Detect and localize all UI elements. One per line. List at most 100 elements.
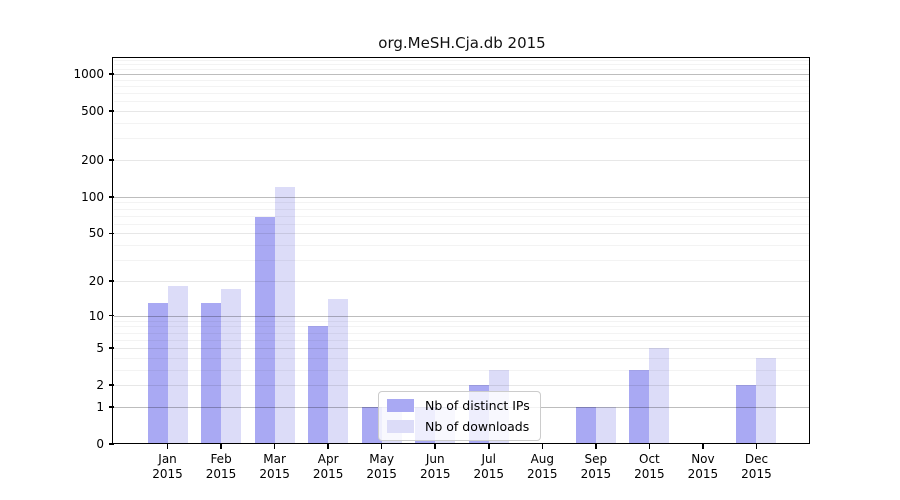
gridline-7: [114, 332, 810, 334]
bar-downloads-oct: [649, 348, 670, 444]
x-tick-month: Jun: [425, 452, 445, 466]
gridline-20: [114, 280, 810, 282]
gridline-300: [114, 138, 810, 140]
y-tick-label-1000: 1000: [73, 67, 104, 82]
x-tick-jan: [166, 444, 169, 449]
gridline-9: [114, 320, 810, 322]
gridline-1000: [114, 74, 810, 76]
y-tick-5: [109, 347, 114, 349]
y-tick-label-0: 0: [96, 437, 104, 451]
x-tick-aug: [541, 444, 544, 449]
x-tick-apr: [327, 444, 329, 449]
bar-distinct-ips-dec: [736, 385, 757, 444]
x-tick-nov: [702, 444, 704, 449]
bar-distinct-ips-mar: [254, 216, 275, 444]
y-tick-2: [109, 384, 114, 386]
gridline-1300: [114, 60, 810, 62]
y-tick-label-10: 10: [88, 308, 104, 323]
gridline-90: [114, 202, 810, 204]
y-tick-1: [109, 406, 114, 408]
gridline-100: [114, 196, 810, 198]
y-tick-label-200: 200: [81, 153, 104, 168]
gridline-8: [114, 326, 810, 328]
x-tick-year: 2015: [687, 467, 719, 481]
x-tick-year: 2015: [527, 467, 558, 481]
gridline-3: [114, 369, 810, 371]
x-tick-jul: [487, 444, 490, 449]
gridline-50: [114, 233, 810, 235]
gridline-800: [114, 85, 810, 87]
x-tick-year: 2015: [580, 467, 612, 481]
x-tick-year: 2015: [419, 467, 451, 481]
x-tick-month: Apr: [317, 452, 339, 466]
bar-downloads-feb: [221, 289, 242, 444]
x-tick-label-sep: Sep 2015: [569, 452, 623, 482]
y-tick-200: [109, 159, 114, 161]
x-tick-label-may: May 2015: [355, 452, 409, 482]
gridline-500: [114, 111, 810, 113]
x-tick-label-apr: Apr 2015: [301, 452, 355, 482]
x-tick-year: 2015: [366, 467, 397, 481]
legend-label-distinct-ips: Nb of distinct IPs: [425, 398, 530, 413]
gridline-700: [114, 93, 810, 95]
chart-title: org.MeSH.Cja.db 2015: [378, 34, 546, 52]
gridline-40: [114, 245, 810, 247]
x-tick-year: 2015: [312, 467, 344, 481]
x-tick-mar: [273, 444, 276, 449]
y-tick-1000: [109, 73, 114, 75]
gridline-900: [114, 79, 810, 81]
x-tick-month: Sep: [584, 452, 608, 466]
bar-downloads-mar: [274, 187, 295, 444]
y-tick-500: [109, 110, 114, 112]
gridline-1100: [114, 68, 810, 70]
legend-swatch-downloads: [387, 420, 414, 433]
x-tick-year: 2015: [259, 467, 290, 481]
x-tick-month: Nov: [691, 452, 715, 466]
x-tick-label-jan: Jan 2015: [141, 452, 195, 482]
x-tick-label-oct: Oct 2015: [622, 452, 676, 482]
bar-distinct-ips-may: [361, 406, 382, 444]
x-tick-month: Mar: [263, 452, 286, 466]
legend-swatch-distinct-ips: [387, 399, 414, 412]
x-tick-month: May: [369, 452, 395, 466]
bar-downloads-jan: [167, 286, 188, 444]
x-tick-month: Dec: [744, 452, 769, 466]
x-tick-month: Jul: [481, 452, 496, 466]
y-tick-20: [109, 280, 114, 282]
gridline-4: [114, 357, 810, 359]
gridline-200: [114, 160, 810, 162]
gridline-600: [114, 101, 810, 103]
bar-downloads-sep: [595, 406, 616, 444]
x-tick-month: Oct: [639, 452, 660, 466]
y-tick-label-500: 500: [81, 104, 104, 119]
x-tick-year: 2015: [473, 467, 505, 481]
x-tick-dec: [755, 444, 758, 449]
y-tick-label-2: 2: [96, 378, 104, 393]
x-tick-label-jun: Jun 2015: [408, 452, 462, 482]
y-tick-label-50: 50: [88, 226, 104, 241]
plot-frame: [112, 57, 811, 445]
gridline-1200: [114, 64, 810, 66]
gridline-5: [114, 348, 810, 350]
x-tick-month: Aug: [530, 452, 555, 466]
y-tick-100: [109, 196, 114, 198]
gridline-60: [114, 223, 810, 225]
gridline-400: [114, 123, 810, 125]
y-tick-label-1: 1: [96, 399, 104, 414]
x-tick-year: 2015: [634, 467, 665, 481]
legend-item-distinct-ips: Nb of distinct IPs: [387, 398, 530, 413]
x-tick-label-dec: Dec 2015: [729, 452, 783, 482]
y-tick-50: [109, 232, 114, 235]
x-tick-label-mar: Mar 2015: [248, 452, 302, 482]
y-tick-0: [109, 443, 114, 445]
y-tick-10: [109, 314, 114, 317]
x-tick-year: 2015: [205, 467, 237, 481]
x-tick-label-aug: Aug 2015: [515, 452, 569, 482]
bar-distinct-ips-sep: [575, 406, 596, 444]
bar-distinct-ips-feb: [201, 302, 222, 444]
y-tick-label-100: 100: [81, 189, 104, 204]
gridline-30: [114, 260, 810, 262]
x-tick-oct: [648, 444, 651, 449]
gridline-70: [114, 215, 810, 217]
